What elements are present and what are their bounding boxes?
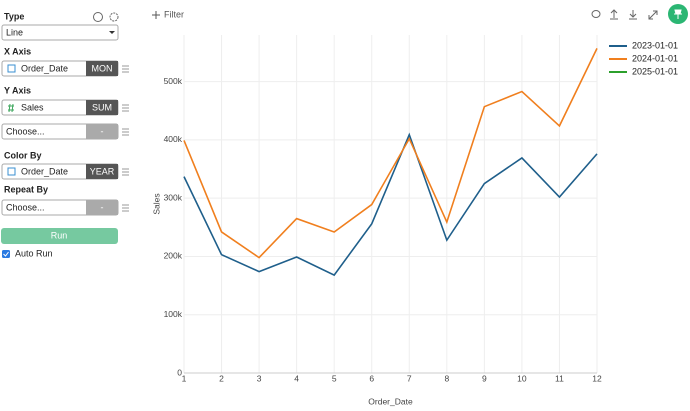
label: Color By <box>4 150 42 160</box>
calendar-icon <box>7 64 16 73</box>
menu-icon[interactable] <box>122 65 129 73</box>
run-label: Run <box>51 230 68 240</box>
y-axis-label: Sales <box>151 193 161 214</box>
checkbox-label: Auto Run <box>15 248 53 258</box>
x-tick-label: 11 <box>555 373 564 383</box>
toolbar-icons <box>591 9 658 20</box>
y-tick-label: 0 <box>177 367 182 377</box>
download-icon[interactable] <box>629 10 637 20</box>
y-tick-label: 100k <box>164 309 183 319</box>
x-tick-label: 5 <box>332 373 337 383</box>
label: Y Axis <box>4 85 31 95</box>
field-name: Choose... <box>6 126 45 136</box>
filter-button[interactable]: Filter <box>164 9 184 19</box>
plus-icon <box>152 11 160 19</box>
share-icon[interactable] <box>610 9 618 20</box>
agg-label: YEAR <box>90 166 115 176</box>
x-tick-label: 1 <box>182 373 187 383</box>
field-name: Order_Date <box>21 63 68 73</box>
caret <box>109 31 115 34</box>
x-tick-label: 9 <box>482 373 487 383</box>
legend-label: 2023-01-01 <box>632 40 678 50</box>
run-button[interactable] <box>1 228 118 244</box>
field-name: Sales <box>21 102 44 112</box>
x-tick-label: 10 <box>517 373 527 383</box>
x-tick-label: 6 <box>369 373 374 383</box>
number-icon <box>8 103 14 113</box>
legend-label: 2025-01-01 <box>632 66 678 76</box>
field-name: Order_Date <box>21 166 68 176</box>
agg[interactable] <box>86 164 118 179</box>
sidebar: Type Line X Axis Order_Date MON Y Axis S… <box>1 11 129 258</box>
x-axis-label: Order_Date <box>368 396 413 406</box>
label: Type <box>4 11 24 21</box>
legend-label: 2024-01-01 <box>632 53 678 63</box>
agg[interactable] <box>86 124 118 139</box>
menu-icon[interactable] <box>122 168 129 176</box>
calendar-icon <box>7 167 16 176</box>
y-tick-label: 300k <box>164 192 183 202</box>
comment-icon[interactable] <box>591 10 601 18</box>
agg-label: - <box>101 126 104 136</box>
field-name: Choose... <box>6 202 45 212</box>
series-line <box>183 132 598 277</box>
help-icon[interactable] <box>93 12 103 22</box>
check <box>3 251 9 257</box>
y-tick-label: 500k <box>164 76 183 86</box>
x-tick-label: 7 <box>407 373 412 383</box>
label: X Axis <box>4 46 31 56</box>
x-tick-label: 3 <box>257 373 262 383</box>
menu-icon[interactable] <box>122 128 129 136</box>
agg-label: - <box>101 202 104 212</box>
agg-label: SUM <box>92 102 112 112</box>
expand-icon[interactable] <box>648 10 658 20</box>
y-tick-label: 400k <box>164 134 183 144</box>
checkbox[interactable] <box>2 250 10 258</box>
x-tick-label: 4 <box>294 373 299 383</box>
label: Repeat By <box>4 184 48 194</box>
x-tick-label: 8 <box>444 373 449 383</box>
series-line <box>183 48 598 259</box>
agg[interactable] <box>86 61 118 76</box>
menu-icon[interactable] <box>122 104 129 112</box>
type-select[interactable] <box>1 24 119 41</box>
y-tick-label: 200k <box>164 251 183 261</box>
agg-label: MON <box>92 63 113 73</box>
select-value: Line <box>6 27 23 37</box>
x-tick-label: 12 <box>592 373 602 383</box>
pin-icon <box>674 9 682 19</box>
menu-icon[interactable] <box>122 204 129 212</box>
agg[interactable] <box>86 100 118 115</box>
settings-icon[interactable] <box>109 12 119 22</box>
x-tick-label: 2 <box>219 373 224 383</box>
agg[interactable] <box>86 200 118 215</box>
